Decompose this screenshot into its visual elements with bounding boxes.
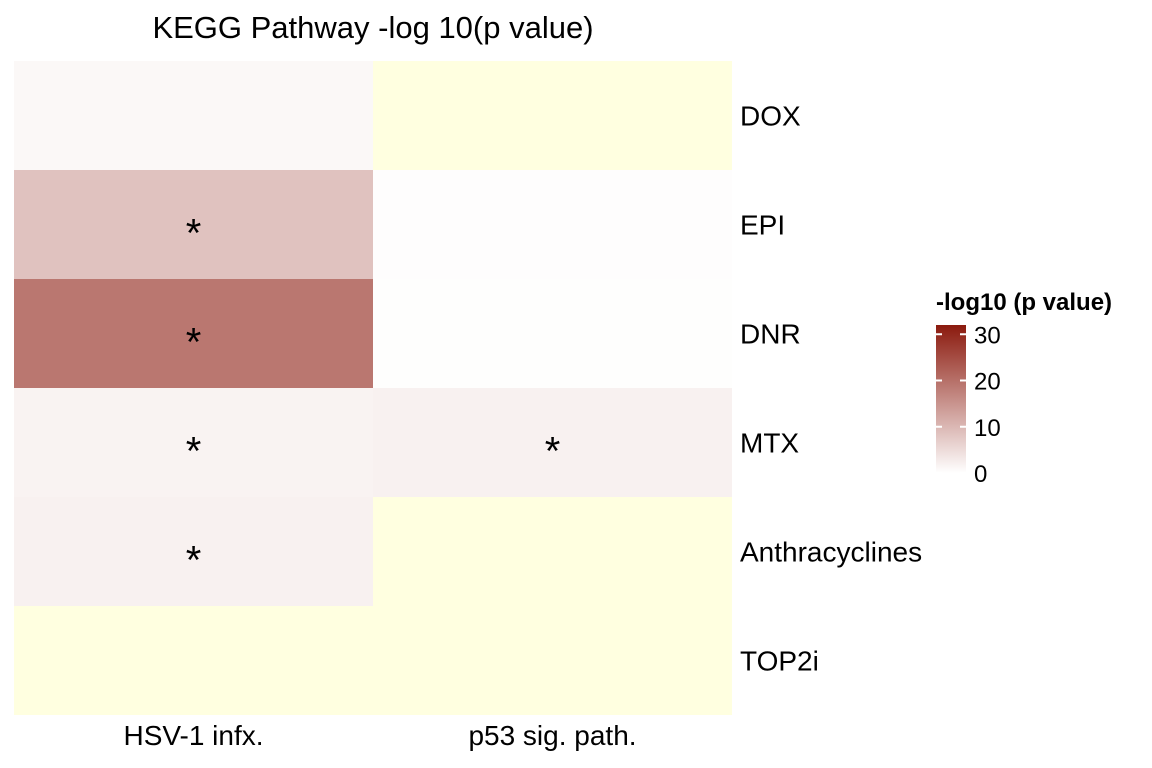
legend-tick-label: 30	[974, 322, 1001, 349]
heatmap-cell	[373, 388, 732, 497]
row-label: MTX	[740, 428, 799, 459]
heatmap-cell	[14, 61, 373, 170]
legend-tick-label: 20	[974, 369, 1001, 396]
legend-tick-label: 0	[974, 461, 987, 488]
row-label: TOP2i	[740, 646, 819, 677]
heatmap-cell	[373, 606, 732, 715]
column-label: p53 sig. path.	[468, 720, 636, 751]
significance-mark: *	[186, 539, 202, 583]
chart-title: KEGG Pathway -log 10(p value)	[152, 10, 594, 45]
column-label: HSV-1 infx.	[123, 720, 263, 751]
significance-mark: *	[186, 430, 202, 474]
row-label: Anthracyclines	[740, 537, 922, 568]
heatmap-cell	[373, 170, 732, 279]
column-labels: HSV-1 infx. p53 sig. path.	[123, 720, 636, 751]
legend-title: -log10 (p value)	[936, 289, 1113, 316]
heatmap-cell	[14, 388, 373, 497]
heatmap-cell	[14, 279, 373, 388]
heatmap-cell	[373, 497, 732, 606]
row-label: DOX	[740, 101, 801, 132]
legend-color-bar	[936, 325, 966, 473]
heatmap-cell	[373, 279, 732, 388]
heatmap-cells	[14, 61, 732, 715]
significance-mark: *	[186, 321, 202, 365]
row-labels: DOX EPI DNR MTX Anthracyclines TOP2i	[740, 101, 922, 677]
heatmap-cell	[14, 606, 373, 715]
heatmap-cell	[14, 170, 373, 279]
row-label: DNR	[740, 319, 801, 350]
color-legend: 0 10 20 30	[936, 322, 1001, 488]
row-label: EPI	[740, 210, 785, 241]
heatmap-cell	[14, 497, 373, 606]
heatmap-cell	[373, 61, 732, 170]
significance-mark: *	[186, 212, 202, 256]
significance-mark: *	[545, 430, 561, 474]
significance-marks: * * * * *	[186, 212, 561, 583]
legend-tick-label: 10	[974, 415, 1001, 442]
